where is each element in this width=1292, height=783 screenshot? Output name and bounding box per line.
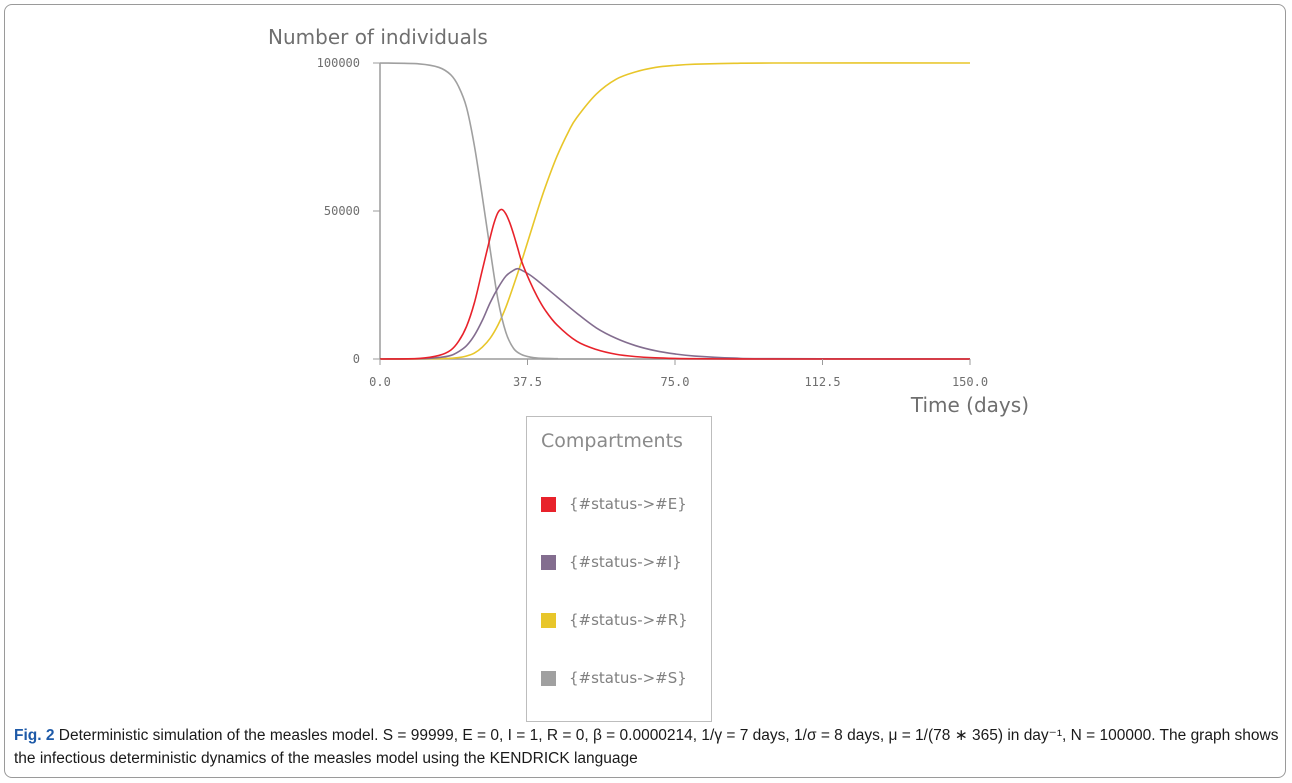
series-line-2 bbox=[379, 62, 971, 360]
y-tick-label: 100000 bbox=[317, 56, 360, 70]
axes bbox=[379, 63, 970, 360]
x-tick-label: 150.0 bbox=[952, 375, 988, 389]
series-layer bbox=[379, 62, 971, 360]
legend-item: {#status->#R} bbox=[541, 610, 688, 630]
legend-label: {#status->#E} bbox=[569, 495, 687, 513]
figure-caption: Fig. 2 Deterministic simulation of the m… bbox=[14, 724, 1282, 770]
x-tick-label: 75.0 bbox=[661, 375, 690, 389]
tick-labels: 0 50000 100000 0.0 37.5 75.0 112.5 150.0 bbox=[317, 56, 988, 389]
x-tick-label: 112.5 bbox=[804, 375, 840, 389]
caption-figure-number: Fig. 2 bbox=[14, 727, 55, 744]
line-chart: Number of individuals Time (days) 0 50000… bbox=[268, 25, 1029, 417]
legend-item: {#status->#I} bbox=[541, 552, 682, 572]
legend: Compartments {#status->#E} {#status->#I} {… bbox=[526, 416, 712, 722]
x-tick-label: 0.0 bbox=[369, 375, 391, 389]
y-tick-label: 0 bbox=[353, 352, 360, 366]
legend-swatch bbox=[541, 496, 556, 512]
legend-swatch bbox=[541, 554, 556, 570]
legend-item: {#status->#S} bbox=[541, 668, 687, 688]
legend-title: Compartments bbox=[541, 430, 683, 452]
legend-label: {#status->#I} bbox=[569, 553, 682, 571]
y-axis-label: Number of individuals bbox=[268, 25, 488, 49]
figure-frame bbox=[4, 4, 1286, 778]
y-tick-label: 50000 bbox=[324, 204, 360, 218]
series-line-1 bbox=[379, 267, 971, 360]
caption-text: Deterministic simulation of the measles … bbox=[14, 727, 1279, 767]
x-tick-label: 37.5 bbox=[513, 375, 542, 389]
legend-swatch bbox=[541, 612, 556, 628]
series-line-0 bbox=[379, 208, 971, 360]
legend-label: {#status->#R} bbox=[569, 611, 688, 629]
series-line-3 bbox=[379, 62, 971, 360]
legend-swatch bbox=[541, 670, 556, 686]
x-axis-label: Time (days) bbox=[910, 393, 1029, 417]
legend-label: {#status->#S} bbox=[569, 669, 687, 687]
legend-item: {#status->#E} bbox=[541, 494, 687, 514]
